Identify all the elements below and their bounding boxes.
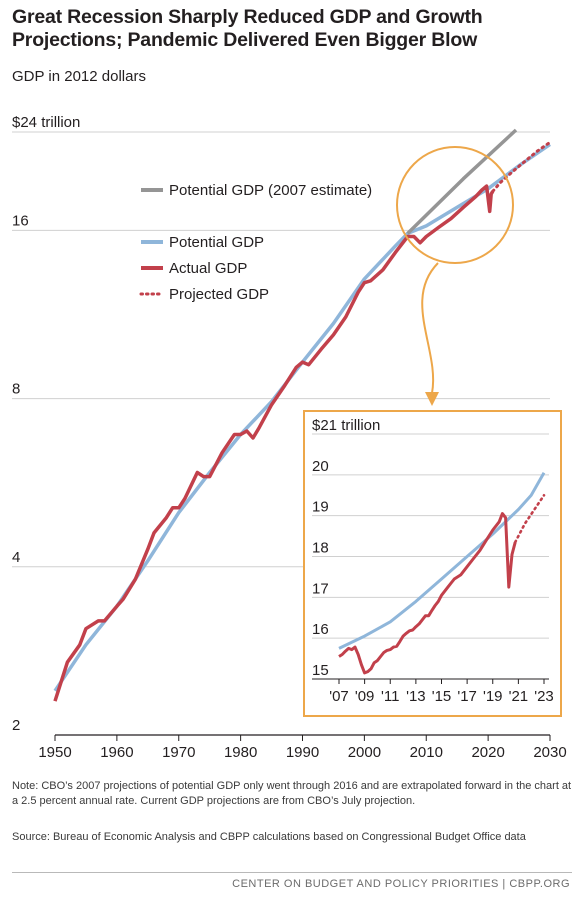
main-series-potential	[53, 142, 551, 692]
main-y-tick-label: 8	[12, 381, 20, 398]
inset-x-axis: '07 '09 '11 '13 '15 '17 '19 '21 '23	[329, 679, 554, 705]
main-y-tick-label: $24 trillion	[12, 114, 80, 131]
inset-x-tick-label: '23	[534, 688, 554, 705]
inset-y-tick-label: 16	[312, 621, 329, 638]
legend-item-potential-2007: Potential GDP (2007 estimate)	[141, 182, 372, 199]
inset-x-tick-label: '09	[355, 688, 375, 705]
main-series-actual	[53, 184, 495, 702]
legend-label-potential-2007: Potential GDP (2007 estimate)	[169, 182, 372, 199]
main-y-tick-label: 4	[12, 549, 20, 566]
inset-chart: 15 16 17 18 19 20 $21 trillion '07 '09 '11 '13 '15…	[303, 410, 562, 717]
zoom-connector	[421, 262, 439, 394]
main-series-projected	[491, 140, 552, 193]
main-x-tick-label: 2030	[533, 744, 566, 761]
inset-series-layer	[338, 472, 546, 675]
inset-x-tick-label: '15	[432, 688, 452, 705]
inset-series-actual	[338, 512, 517, 675]
legend-item-potential: Potential GDP	[141, 234, 264, 251]
zoom-highlight	[396, 146, 514, 406]
legend-label-projected: Projected GDP	[169, 286, 269, 303]
main-x-tick-label: 1970	[162, 744, 195, 761]
chart-note: Note: CBO’s 2007 projections of potentia…	[12, 780, 572, 807]
main-y-tick-label: 2	[12, 717, 20, 734]
main-y-tick-label: 16	[12, 212, 29, 229]
chart-subtitle: GDP in 2012 dollars	[12, 68, 146, 85]
inset-x-tick-label: '19	[483, 688, 503, 705]
main-series-layer	[53, 128, 552, 702]
inset-gridlines	[312, 433, 549, 639]
chart-title: Great Recession Sharply Reduced GDP and …	[12, 6, 483, 51]
legend-label-actual: Actual GDP	[169, 260, 247, 277]
main-x-tick-label: 2010	[410, 744, 443, 761]
inset-x-tick-label: '17	[457, 688, 477, 705]
legend: Potential GDP (2007 estimate) Potential …	[139, 182, 372, 303]
footer-credit: CENTER ON BUDGET AND POLICY PRIORITIES |…	[232, 878, 570, 890]
inset-x-tick-label: '21	[509, 688, 529, 705]
main-series-potential-2007	[406, 128, 518, 235]
inset-y-tick-label: 19	[312, 499, 329, 516]
main-x-tick-label: 1990	[286, 744, 319, 761]
main-x-tick-label: 1980	[224, 744, 257, 761]
footer-divider	[12, 872, 572, 873]
inset-y-tick-label: 18	[312, 540, 329, 557]
inset-series-projected	[513, 494, 546, 544]
main-x-tick-label: 1950	[38, 744, 71, 761]
zoom-arrow-head	[425, 392, 439, 406]
inset-series-potential	[338, 472, 546, 650]
inset-y-tick-label: 17	[312, 580, 329, 597]
inset-y-tick-label: 15	[312, 662, 329, 679]
legend-item-projected: Projected GDP	[139, 286, 269, 303]
chart-canvas: 2 4 8 16 $24 trillion 1950 1960 1970 1980 1990 20…	[12, 114, 567, 761]
inset-x-tick-label: '07	[329, 688, 349, 705]
inset-x-tick-label: '13	[406, 688, 426, 705]
zoom-circle	[396, 146, 514, 264]
legend-label-potential: Potential GDP	[169, 234, 264, 251]
main-x-tick-label: 2020	[471, 744, 504, 761]
inset-frame	[303, 410, 562, 717]
inset-y-tick-label: $21 trillion	[312, 417, 380, 434]
inset-y-tick-label: 20	[312, 458, 329, 475]
inset-x-tick-label: '11	[381, 688, 399, 705]
legend-item-actual: Actual GDP	[141, 260, 247, 277]
chart-source: Source: Bureau of Economic Analysis and …	[12, 831, 526, 843]
main-x-tick-label: 2000	[348, 744, 381, 761]
inset-y-axis: 15 16 17 18 19 20 $21 trillion	[312, 417, 380, 679]
main-x-tick-label: 1960	[100, 744, 133, 761]
main-x-axis: 1950 1960 1970 1980 1990 2000 2010 2020 2030	[38, 735, 567, 761]
main-y-axis: 2 4 8 16 $24 trillion	[12, 114, 80, 734]
